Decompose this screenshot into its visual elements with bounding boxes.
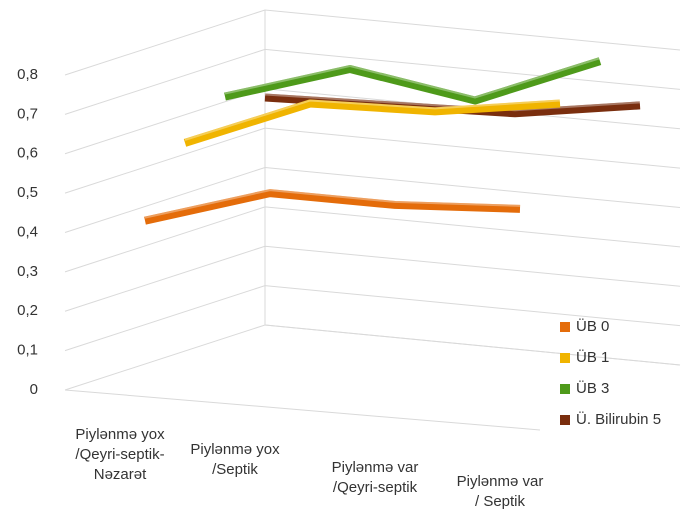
y-tick-label: 0,6 [17, 145, 38, 162]
y-tick-label: 0,3 [17, 263, 38, 280]
x-tick-label: Piylənmə var / Septik [456, 473, 544, 510]
grid-line [64, 245, 681, 312]
series-ribbon [144, 189, 521, 225]
legend-swatch [560, 384, 570, 394]
ribbon-edge [184, 99, 561, 141]
legend-label: ÜB 3 [576, 379, 609, 397]
legend-label: ÜB 0 [576, 317, 609, 335]
x-tick-label: Piylənmə var /Qeyri-septik [331, 459, 419, 496]
legend-swatch [560, 415, 570, 425]
y-tick-label: 0,1 [17, 342, 38, 359]
floor-edge [64, 389, 541, 431]
grid-line [64, 127, 681, 194]
series-ribbon [224, 57, 602, 105]
y-tick-label: 0,8 [17, 66, 38, 83]
x-tick-label: Piylənmə yox /Qeyri-septik- Nəzarət [75, 426, 165, 483]
ribbon-edge [144, 189, 521, 219]
x-tick-label: Piylənmə yox /Septik [190, 441, 280, 478]
grid-line [64, 88, 681, 155]
y-tick-label: 0,4 [17, 223, 38, 240]
legend-label: ÜB 1 [576, 348, 609, 366]
legend-swatch [560, 353, 570, 363]
floor-edge [264, 324, 681, 366]
y-tick-label: 0,5 [17, 184, 38, 201]
legend-label: Ü. Bilirubin 5 [576, 410, 661, 428]
series-ribbon [183, 99, 561, 147]
y-tick-label: 0,7 [17, 105, 38, 122]
legend-swatch [560, 322, 570, 332]
y-tick-label: 0 [30, 381, 38, 398]
y-tick-label: 0,2 [17, 302, 38, 319]
ribbon-edge [224, 57, 601, 99]
